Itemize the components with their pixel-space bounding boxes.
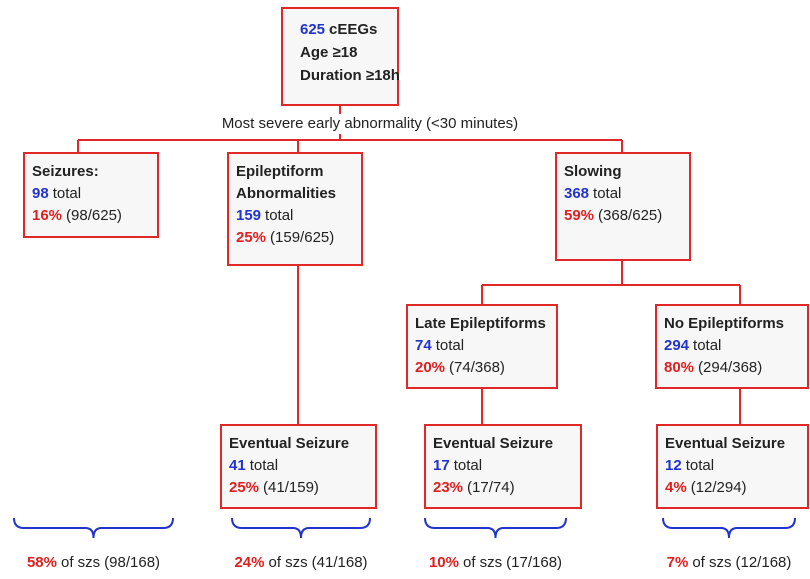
node-box	[227, 152, 363, 266]
node-ratio: (159/625)	[270, 229, 334, 246]
node-percent-line: 16% (98/625)	[32, 207, 122, 224]
outcome-percent: 10%	[429, 554, 459, 571]
node-count-line: 294 total	[664, 337, 721, 354]
root-unit: cEEGs	[329, 21, 377, 38]
root-line: 625 cEEGs	[300, 21, 377, 38]
node-percent-line: 25% (159/625)	[236, 229, 334, 246]
node-count-label: total	[593, 185, 621, 202]
node-count-label: total	[454, 457, 482, 474]
outcome-label: of szs	[692, 554, 731, 571]
node-title: No Epileptiforms	[664, 315, 784, 332]
split-label: Most severe early abnormality (<30 minut…	[222, 115, 518, 132]
outcome-line: 10% of szs (17/168)	[429, 554, 562, 571]
node-box	[406, 304, 558, 389]
root-count: 625	[300, 21, 325, 38]
node-percent-line: 25% (41/159)	[229, 479, 319, 496]
node-count: 159	[236, 207, 261, 224]
node-title: Eventual Seizure	[433, 435, 553, 452]
node-percent: 25%	[229, 479, 259, 496]
node-title: Eventual Seizure	[665, 435, 785, 452]
node-percent-line: 23% (17/74)	[433, 479, 515, 496]
node-percent: 23%	[433, 479, 463, 496]
node-percent: 25%	[236, 229, 266, 246]
node-count-label: total	[693, 337, 721, 354]
node-count-line: 41 total	[229, 457, 278, 474]
node-count-line: 17 total	[433, 457, 482, 474]
node-count-line: 368 total	[564, 185, 621, 202]
node-box	[655, 304, 809, 389]
node-percent: 20%	[415, 359, 445, 376]
root-line: Age ≥18	[300, 44, 357, 61]
outcome-line: 24% of szs (41/168)	[234, 554, 367, 571]
brace	[424, 517, 567, 539]
brace	[662, 517, 796, 539]
node-title: Late Epileptiforms	[415, 315, 546, 332]
node-count: 294	[664, 337, 690, 354]
outcome-percent: 7%	[667, 554, 689, 571]
node-count-line: 12 total	[665, 457, 714, 474]
node-count-line: 74 total	[415, 337, 464, 354]
outcome-ratio: (12/168)	[736, 554, 792, 571]
brace	[231, 517, 371, 539]
outcome-label: of szs	[268, 554, 307, 571]
node-percent-line: 59% (368/625)	[564, 207, 662, 224]
node-percent-line: 4% (12/294)	[665, 479, 747, 496]
node-count-label: total	[436, 337, 464, 354]
outcome-ratio: (98/168)	[104, 554, 160, 571]
node-ratio: (98/625)	[66, 207, 122, 224]
node-title: Seizures:	[32, 163, 99, 180]
node-percent-line: 80% (294/368)	[664, 359, 762, 376]
node-count-line: 98 total	[32, 185, 81, 202]
node-ratio: (294/368)	[698, 359, 762, 376]
node-ratio: (41/159)	[263, 479, 319, 496]
outcome-percent: 24%	[234, 554, 264, 571]
node-ratio: (12/294)	[691, 479, 747, 496]
outcome-percent: 58%	[27, 554, 57, 571]
node-title: Eventual Seizure	[229, 435, 349, 452]
node-box	[555, 152, 691, 261]
outcome-ratio: (17/168)	[506, 554, 562, 571]
node-count: 74	[415, 337, 432, 354]
node-count: 17	[433, 457, 450, 474]
node-count: 368	[564, 185, 589, 202]
outcome-line: 7% of szs (12/168)	[667, 554, 792, 571]
root-box	[281, 7, 399, 106]
node-percent: 80%	[664, 359, 694, 376]
outcome-ratio: (41/168)	[312, 554, 368, 571]
node-count-label: total	[686, 457, 714, 474]
node-title: Epileptiform	[236, 163, 324, 180]
brace	[13, 517, 174, 539]
node-count: 98	[32, 185, 49, 202]
outcome-label: of szs	[61, 554, 100, 571]
node-count: 41	[229, 457, 246, 474]
node-percent: 16%	[32, 207, 62, 224]
node-count-label: total	[265, 207, 293, 224]
node-percent: 4%	[665, 479, 687, 496]
node-ratio: (74/368)	[449, 359, 505, 376]
node-box	[656, 424, 809, 509]
node-box	[220, 424, 377, 509]
node-count-label: total	[250, 457, 278, 474]
node-count: 12	[665, 457, 682, 474]
node-box	[424, 424, 582, 509]
node-title: Abnormalities	[236, 185, 336, 202]
node-box	[23, 152, 159, 238]
node-ratio: (17/74)	[467, 479, 515, 496]
outcome-label: of szs	[463, 554, 502, 571]
root-line: Duration ≥18h	[300, 67, 400, 84]
node-ratio: (368/625)	[598, 207, 662, 224]
node-count-line: 159 total	[236, 207, 293, 224]
node-title: Slowing	[564, 163, 622, 180]
node-percent: 59%	[564, 207, 594, 224]
outcome-line: 58% of szs (98/168)	[27, 554, 160, 571]
node-percent-line: 20% (74/368)	[415, 359, 505, 376]
node-count-label: total	[53, 185, 81, 202]
